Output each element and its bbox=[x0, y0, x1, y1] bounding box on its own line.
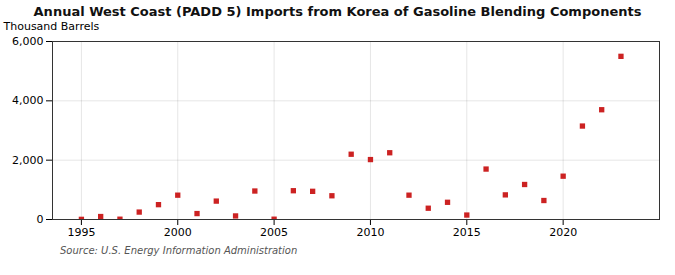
svg-text:4,000: 4,000 bbox=[12, 94, 44, 107]
svg-text:6,000: 6,000 bbox=[12, 35, 44, 48]
svg-text:2,000: 2,000 bbox=[12, 154, 44, 167]
html-text:Annual West Coast (PADD 5) Imp: Annual West Coast (PADD 5) Imports from … bbox=[33, 4, 642, 19]
svg-text:0: 0 bbox=[37, 213, 44, 226]
svg-text:2005: 2005 bbox=[260, 226, 288, 239]
svg-text:2000: 2000 bbox=[164, 226, 192, 239]
svg-text:1995: 1995 bbox=[67, 226, 95, 239]
svg-text:2020: 2020 bbox=[549, 226, 577, 239]
html-text:Source: U.S. Energy Informatio: Source: U.S. Energy Information Administ… bbox=[60, 245, 298, 256]
svg-text:Thousand Barrels: Thousand Barrels bbox=[3, 20, 100, 33]
svg-text:2010: 2010 bbox=[356, 226, 384, 239]
svg-text:2015: 2015 bbox=[453, 226, 481, 239]
